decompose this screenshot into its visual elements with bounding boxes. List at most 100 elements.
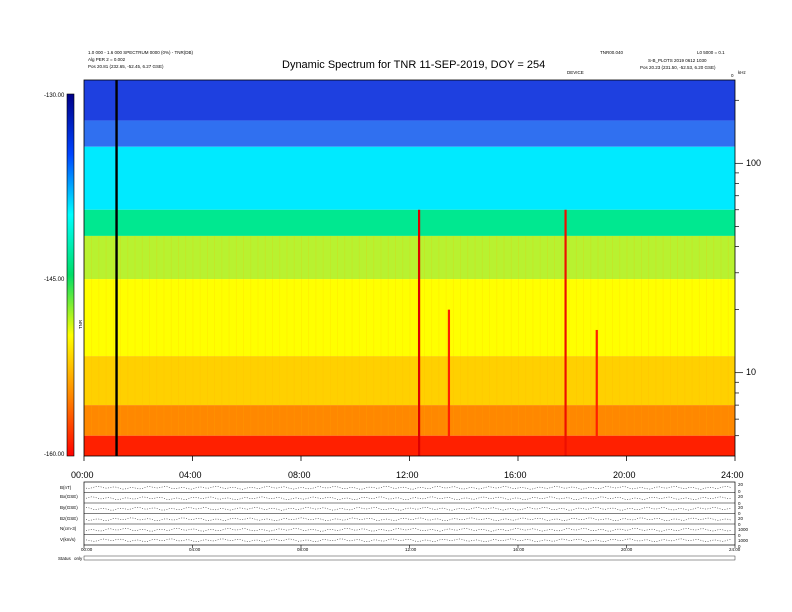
spectrum-streak: [489, 235, 490, 436]
lower-x-tick-label: 12:00: [405, 547, 417, 552]
burst-mark: [595, 329, 598, 456]
lower-right-tick: 0: [738, 489, 741, 494]
spectrum-streak: [192, 235, 194, 436]
spectrum-streak: [416, 235, 418, 436]
spectrum-band: [84, 435, 735, 456]
lower-right-tick: 20: [738, 482, 744, 487]
spectrum-streak: [156, 235, 158, 436]
spectrum-streak: [546, 235, 548, 436]
spectrum-band: [84, 146, 735, 210]
status-label: Status: [58, 556, 71, 561]
spectrum-band: [84, 80, 735, 121]
spectrum-streak: [329, 235, 331, 436]
header-left-line1: 1.0 000 - 1.6 000 SPECTRUM 0000 (0%) - T…: [88, 50, 193, 55]
spectrum-streak: [228, 235, 230, 436]
lower-right-tick: 20: [738, 505, 744, 510]
colorbar-tick-bottom: -160.00: [44, 452, 65, 458]
spectrum-streak: [112, 235, 114, 436]
y-tick-label-100: 100: [746, 158, 762, 168]
spectrum-streak: [91, 235, 93, 436]
spectrum-band: [84, 356, 735, 406]
lower-x-tick-label: 24:00: [729, 547, 741, 552]
spectrum-streak: [301, 235, 302, 436]
header-left-line3: Pos 20.81 (232.65, -52.45, 6.27 GSE): [88, 64, 164, 69]
x-tick-label: 24:00: [721, 470, 744, 480]
spectrum-streak: [98, 235, 100, 436]
spectrum-streak: [322, 235, 324, 436]
lower-right-tick: 0: [738, 544, 741, 549]
lower-panel-label: By(GSE): [60, 505, 78, 510]
spectrum-streak: [272, 235, 273, 436]
x-tick-label: 08:00: [288, 470, 311, 480]
burst-mark: [564, 209, 567, 456]
header-right-line3: S-B_PLOTS 2019 0612 1030: [648, 58, 707, 63]
spectrum-streak: [431, 235, 433, 436]
lower-trace: [85, 507, 732, 511]
x-tick-label: 00:00: [71, 470, 94, 480]
lower-panel-label: Bz(GSE): [60, 516, 78, 521]
spectrum-streak: [481, 235, 483, 436]
spectrum-streak: [185, 235, 187, 436]
spectrum-streak: [633, 235, 635, 436]
lower-right-tick: 20: [738, 516, 744, 521]
lower-x-tick-label: 04:00: [189, 547, 201, 552]
colorbar-label: TNR: [78, 319, 84, 330]
lower-right-tick: 1000: [738, 538, 749, 543]
header-right-line2: L0 5000 = 0.1: [697, 50, 725, 55]
header-corner-small: kHz: [738, 70, 746, 75]
lower-panel-label: B(nT): [60, 485, 72, 490]
lower-trace: [85, 538, 732, 543]
spectrum-streak: [315, 235, 317, 436]
header-center-small: DEVICE: [567, 70, 584, 75]
spectrum-streak: [445, 235, 447, 436]
spectrogram-plot: [83, 79, 736, 457]
spectrum-streak: [351, 235, 353, 436]
lower-panel-label: N(cm-3): [60, 526, 77, 531]
spectrum-band: [84, 279, 735, 357]
spectrum-streak: [568, 235, 570, 436]
spectrum-streak: [409, 235, 411, 436]
status-bar: [83, 555, 736, 561]
lower-trace: [85, 486, 732, 490]
spectrum-streak: [677, 235, 679, 436]
spectrum-streak: [127, 235, 129, 436]
spectrum-streak: [554, 235, 556, 436]
spectrum-streak: [344, 235, 346, 436]
spectrum-streak: [141, 235, 143, 436]
spectrum-streak: [286, 235, 288, 436]
lower-x-tick-label: 08:00: [297, 547, 309, 552]
spectrum-streak: [518, 235, 519, 436]
spectrum-streak: [467, 235, 469, 436]
spectrum-streak: [178, 235, 179, 436]
spectrum-streak: [510, 235, 512, 436]
lower-x-tick-label: 00:00: [81, 547, 93, 552]
spectrum-streak: [706, 235, 707, 436]
spectrum-streak: [163, 235, 165, 436]
lower-right-tick: 0: [738, 522, 741, 527]
spectrum-streak: [293, 235, 295, 436]
spectrum-streak: [583, 235, 584, 436]
lower-right-tick: 0: [738, 533, 741, 538]
spectrum-streak: [279, 235, 281, 436]
spectrum-streak: [496, 235, 498, 436]
spectrum-streak: [235, 235, 237, 436]
spectrum-streak: [120, 235, 121, 436]
spectrum-streak: [366, 235, 367, 436]
spectrum-streak: [214, 235, 216, 436]
spectrum-streak: [257, 235, 259, 436]
spectrum-streak: [561, 235, 563, 436]
x-tick-label: 16:00: [504, 470, 527, 480]
spectrum-streak: [720, 235, 722, 436]
spectrum-streak: [452, 235, 454, 436]
spectrum-streak: [250, 235, 252, 436]
x-tick-label: 12:00: [396, 470, 419, 480]
lower-panel-label: V(km/s): [60, 537, 76, 542]
colorbar-tick-top: -130.00: [44, 93, 65, 99]
spectrum-streak: [641, 235, 642, 436]
colorbar-rect: [66, 93, 75, 457]
spectrum-streak: [626, 235, 628, 436]
lower-trace: [85, 496, 732, 500]
spectrum-streak: [206, 235, 208, 436]
spectrum-streak: [525, 235, 527, 436]
